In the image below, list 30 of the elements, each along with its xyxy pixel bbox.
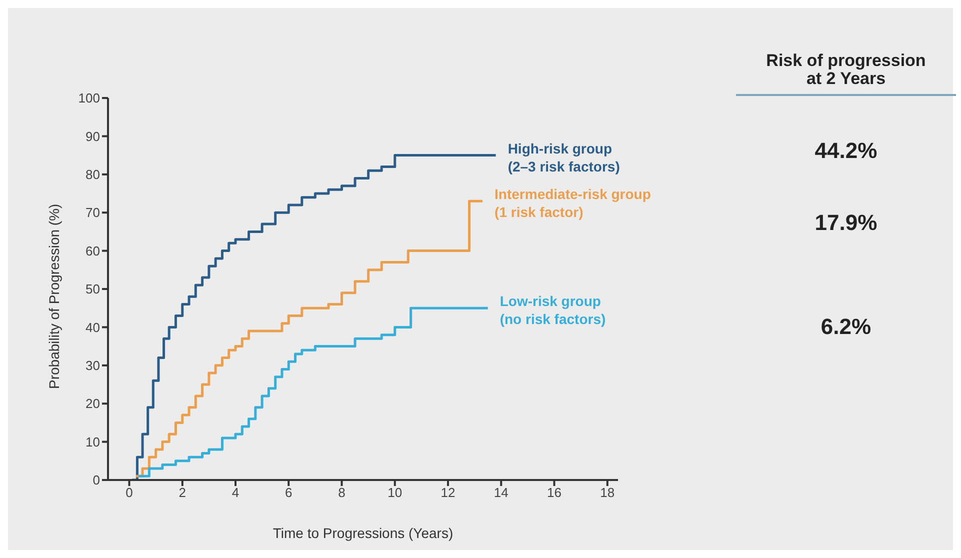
y-tick-label: 100 — [78, 90, 100, 106]
y-tick-label: 40 — [86, 320, 100, 335]
x-tick-label: 4 — [232, 485, 240, 500]
y-tick-label: 10 — [86, 434, 100, 450]
y-tick-label: 20 — [86, 396, 100, 412]
y-tick-label: 90 — [86, 128, 100, 144]
x-tick-label: 18 — [600, 485, 615, 500]
series-label: Intermediate-risk group (1 risk factor) — [494, 186, 651, 220]
series-label: Low-risk group (no risk factors) — [500, 293, 606, 328]
y-tick-label: 80 — [86, 167, 100, 182]
y-tick-label: 50 — [86, 282, 100, 297]
x-tick-label: 10 — [388, 485, 402, 500]
series-label: High-risk group (2–3 risk factors) — [508, 140, 620, 174]
text: 17.9% — [814, 210, 878, 236]
text: 44.2% — [814, 138, 878, 164]
x-tick-label: 8 — [338, 485, 346, 500]
x-tick-label: 0 — [126, 485, 133, 500]
y-tick-label: 0 — [92, 472, 100, 488]
x-tick-label: 16 — [547, 485, 562, 500]
x-tick-label: 2 — [178, 485, 186, 500]
y-tick-label: 30 — [86, 358, 100, 374]
y-axis-title: Probability of Progression (%) — [46, 204, 62, 389]
x-tick-label: 14 — [494, 485, 508, 500]
text: 6.2% — [820, 314, 872, 340]
x-tick-label: 6 — [285, 485, 292, 500]
y-tick-label: 60 — [86, 243, 100, 258]
text: Risk of progression at 2 Years — [736, 51, 956, 96]
x-axis-title: Time to Progressions (Years) — [272, 525, 454, 541]
x-tick-label: 12 — [440, 485, 456, 500]
y-tick-label: 70 — [86, 205, 100, 220]
